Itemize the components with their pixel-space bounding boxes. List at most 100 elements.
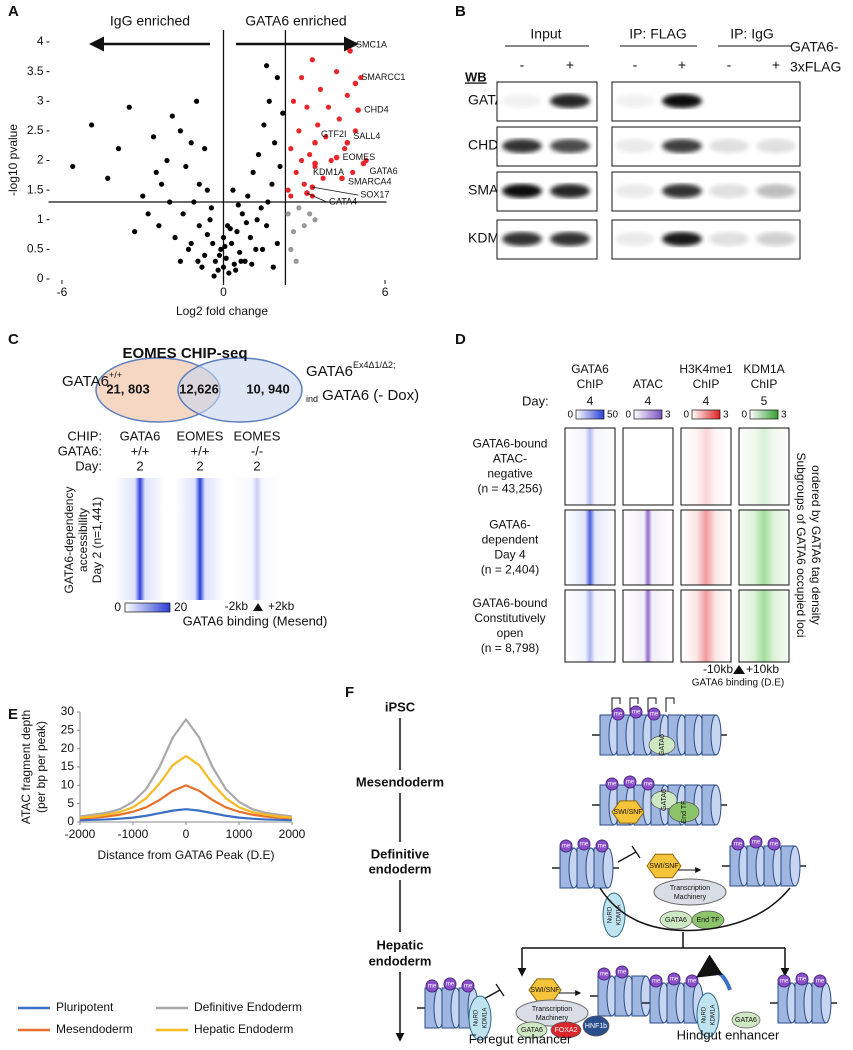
column-header: KDM1A (743, 362, 784, 376)
point (185, 246, 192, 252)
day-value: 4 (587, 394, 594, 408)
point (269, 181, 275, 187)
methyl-label: me (464, 984, 473, 990)
column-header: GATA6 (571, 362, 609, 376)
y-tick-label: 2 (37, 153, 44, 167)
heatmap (739, 428, 789, 505)
protein (731, 1011, 761, 1029)
column-header: +/+ (131, 443, 150, 458)
heatmap (623, 510, 673, 585)
point-label: SOX17 (360, 190, 389, 200)
enhancer-label: Hindgut enhancer (677, 1027, 780, 1042)
point (296, 205, 302, 211)
row-label: GATA6-bound (473, 437, 548, 451)
wb-label: WB (465, 69, 487, 84)
protein-label: Transcription (670, 885, 710, 892)
stage-label: Definitive (371, 846, 430, 861)
point (177, 258, 184, 264)
y-axis-label: ATAC fragment depth (19, 710, 33, 824)
heatmap (232, 478, 282, 600)
point (336, 116, 342, 122)
point (215, 267, 221, 273)
heatmap (681, 510, 731, 585)
heatmap-bg (622, 427, 674, 506)
point (228, 240, 235, 247)
venn-right (177, 357, 303, 423)
legend-label: Definitive Endoderm (194, 1000, 302, 1014)
point (193, 98, 200, 104)
day-label: Day: (522, 393, 549, 408)
methyl-label: me (614, 712, 623, 718)
column-header: H3K4me1 (679, 362, 733, 376)
window-label: +10kb (746, 662, 779, 676)
y-tick-label: 0.5 (27, 242, 44, 256)
methyl-mark (731, 837, 745, 851)
stage-label: iPSC (385, 699, 416, 714)
point-label: SALL4 (353, 131, 380, 141)
point (196, 181, 202, 187)
methyl-mark (641, 777, 655, 791)
inhibition (617, 845, 641, 863)
point (156, 223, 162, 229)
side-label: GATA6-dependency (62, 487, 76, 594)
heatmap (115, 478, 165, 600)
methyl-label: me (652, 979, 661, 985)
point (202, 252, 208, 258)
protein-label: Machinery (674, 894, 707, 901)
label-sub: ind (306, 394, 318, 404)
protein-label: KDM1A (483, 1008, 489, 1029)
day-value: 4 (645, 394, 652, 408)
methyl-label: me (428, 984, 437, 990)
methyl-mark (577, 837, 591, 851)
color-bar (633, 409, 663, 420)
point (265, 199, 271, 205)
point (350, 169, 356, 175)
point (145, 211, 151, 217)
band (662, 232, 702, 246)
row-header: CHIP: (67, 428, 102, 443)
point (218, 246, 224, 252)
protein-label: NuRD (474, 1009, 480, 1026)
methyl-label: me (650, 712, 659, 718)
band (662, 184, 702, 198)
point (167, 199, 173, 205)
methyl-mark (559, 839, 573, 853)
row-header: Day: (75, 458, 102, 473)
point (258, 205, 264, 211)
lane-sign: + (566, 57, 574, 73)
window-label: -2kb (225, 599, 249, 613)
methyl-mark (795, 972, 809, 986)
point (191, 199, 197, 205)
side-label: accessibility (76, 508, 90, 572)
point (261, 122, 267, 128)
band (662, 94, 702, 108)
protein-label: HNF1b (585, 1023, 607, 1030)
point (301, 223, 307, 229)
methyl-label: me (580, 842, 589, 848)
anchor-label: GATA6 binding (D.E) (692, 678, 784, 689)
point (211, 273, 217, 279)
point (235, 202, 241, 208)
heatmap (739, 590, 789, 662)
row-label: ATAC- (493, 452, 527, 466)
row-label: (n = 43,256) (477, 482, 542, 496)
color-bar (124, 602, 171, 613)
column-header: GATA6 (120, 428, 161, 443)
point (208, 205, 214, 211)
point (293, 258, 299, 264)
point (199, 264, 205, 270)
protein (648, 735, 676, 755)
labeled-point (344, 139, 351, 146)
band (709, 184, 749, 198)
methyl-label: me (632, 710, 641, 716)
point-label: GATA6 (370, 166, 398, 176)
protein-label: GATA6 (665, 917, 687, 924)
point (358, 74, 364, 81)
band (502, 139, 542, 153)
methyl-mark (425, 979, 439, 993)
point (293, 169, 299, 175)
band (550, 94, 590, 108)
protein-label: SWI/SNF (613, 809, 642, 816)
row-label: (n = 8,798) (481, 641, 539, 655)
